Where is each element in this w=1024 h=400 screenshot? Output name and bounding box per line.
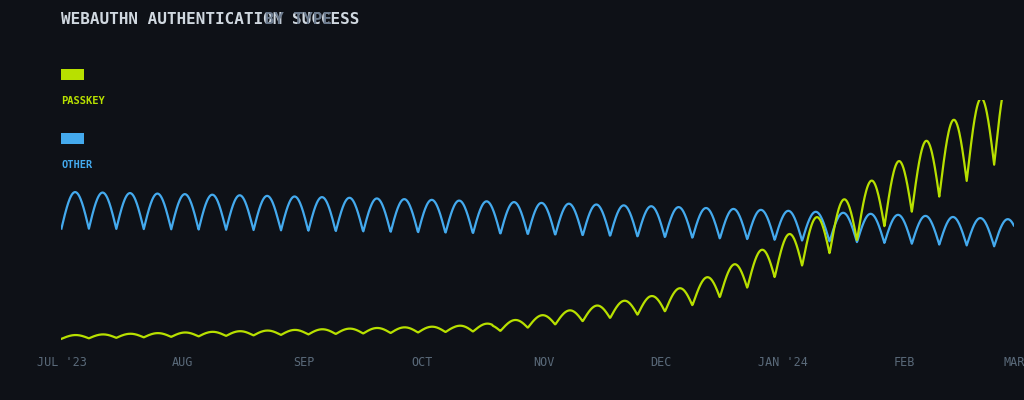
Text: WEBAUTHN AUTHENTICATION SUCCESS: WEBAUTHN AUTHENTICATION SUCCESS <box>61 12 359 27</box>
Text: PASSKEY: PASSKEY <box>61 96 105 106</box>
Text: OTHER: OTHER <box>61 160 93 170</box>
Text: BY TYPE: BY TYPE <box>255 12 332 27</box>
